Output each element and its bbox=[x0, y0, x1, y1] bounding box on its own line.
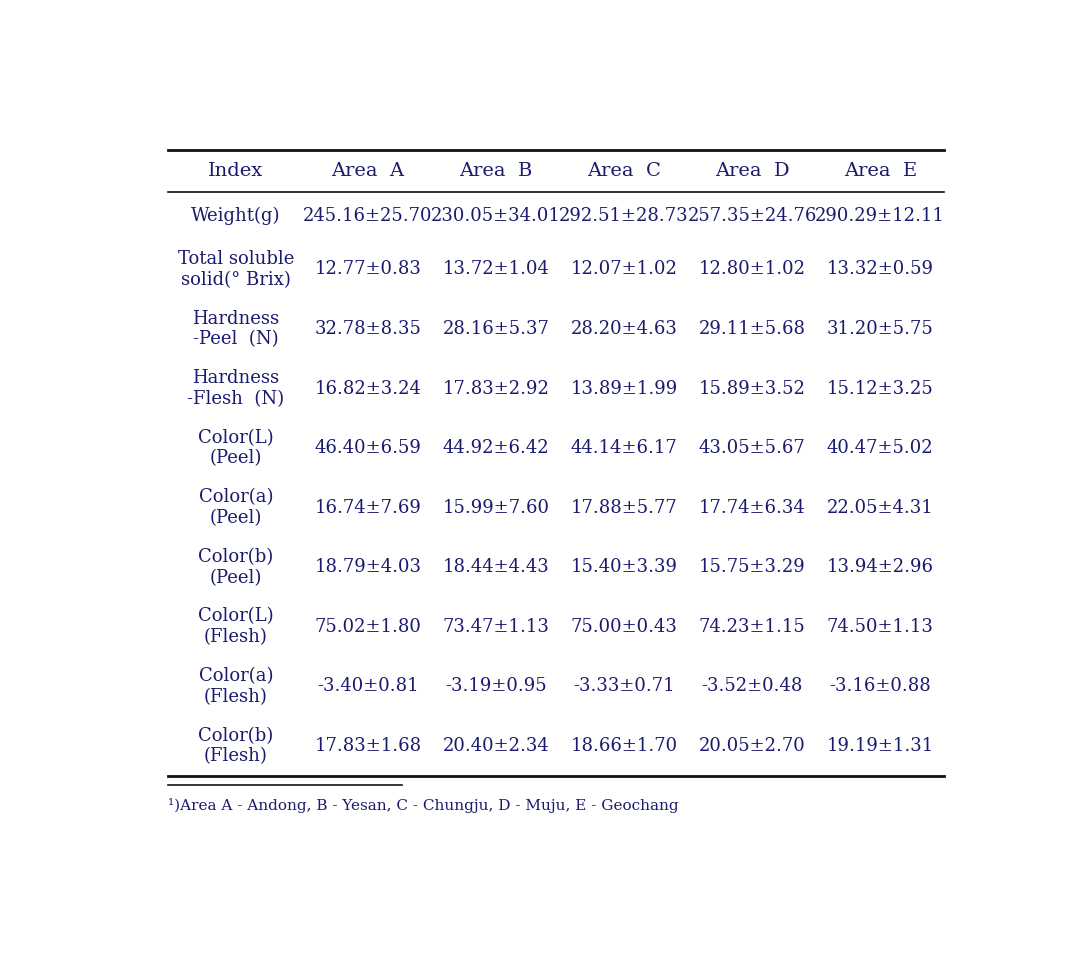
Text: 15.89±3.52: 15.89±3.52 bbox=[699, 379, 806, 398]
Text: 12.80±1.02: 12.80±1.02 bbox=[699, 260, 806, 279]
Text: 18.79±4.03: 18.79±4.03 bbox=[314, 559, 421, 576]
Text: Area  C: Area C bbox=[587, 162, 661, 180]
Text: 29.11±5.68: 29.11±5.68 bbox=[699, 320, 806, 338]
Text: 15.99±7.60: 15.99±7.60 bbox=[443, 499, 549, 517]
Text: Color(b)
(Peel): Color(b) (Peel) bbox=[198, 548, 274, 587]
Text: 13.72±1.04: 13.72±1.04 bbox=[443, 260, 549, 279]
Text: ¹)Area A - Andong, B - Yesan, C - Chungju, D - Muju, E - Geochang: ¹)Area A - Andong, B - Yesan, C - Chungj… bbox=[168, 799, 679, 813]
Text: 74.50±1.13: 74.50±1.13 bbox=[827, 618, 934, 636]
Text: 15.75±3.29: 15.75±3.29 bbox=[699, 559, 806, 576]
Text: 292.51±28.73: 292.51±28.73 bbox=[559, 207, 689, 225]
Text: 28.16±5.37: 28.16±5.37 bbox=[443, 320, 549, 338]
Text: 28.20±4.63: 28.20±4.63 bbox=[571, 320, 677, 338]
Text: 20.05±2.70: 20.05±2.70 bbox=[699, 737, 806, 755]
Text: 75.00±0.43: 75.00±0.43 bbox=[571, 618, 677, 636]
Text: 17.74±6.34: 17.74±6.34 bbox=[699, 499, 806, 517]
Text: 290.29±12.11: 290.29±12.11 bbox=[815, 207, 946, 225]
Text: 19.19±1.31: 19.19±1.31 bbox=[826, 737, 934, 755]
Text: 12.77±0.83: 12.77±0.83 bbox=[314, 260, 421, 279]
Text: 257.35±24.76: 257.35±24.76 bbox=[687, 207, 816, 225]
Text: 13.32±0.59: 13.32±0.59 bbox=[827, 260, 934, 279]
Text: Color(a)
(Peel): Color(a) (Peel) bbox=[198, 488, 274, 528]
Text: 75.02±1.80: 75.02±1.80 bbox=[314, 618, 421, 636]
Text: Hardness
-Peel  (N): Hardness -Peel (N) bbox=[193, 310, 280, 348]
Text: Color(L)
(Flesh): Color(L) (Flesh) bbox=[198, 608, 274, 647]
Text: 17.88±5.77: 17.88±5.77 bbox=[571, 499, 677, 517]
Text: -3.19±0.95: -3.19±0.95 bbox=[445, 678, 547, 695]
Text: 44.92±6.42: 44.92±6.42 bbox=[443, 439, 549, 457]
Text: -3.52±0.48: -3.52±0.48 bbox=[701, 678, 802, 695]
Text: Color(L)
(Peel): Color(L) (Peel) bbox=[198, 429, 274, 468]
Text: Weight(g): Weight(g) bbox=[192, 207, 281, 226]
Text: -3.33±0.71: -3.33±0.71 bbox=[573, 678, 675, 695]
Text: 40.47±5.02: 40.47±5.02 bbox=[827, 439, 934, 457]
Text: 16.82±3.24: 16.82±3.24 bbox=[314, 379, 421, 398]
Text: 32.78±8.35: 32.78±8.35 bbox=[314, 320, 421, 338]
Text: 18.66±1.70: 18.66±1.70 bbox=[571, 737, 677, 755]
Text: Color(b)
(Flesh): Color(b) (Flesh) bbox=[198, 727, 274, 766]
Text: 15.12±3.25: 15.12±3.25 bbox=[827, 379, 934, 398]
Text: 44.14±6.17: 44.14±6.17 bbox=[571, 439, 677, 457]
Text: -3.16±0.88: -3.16±0.88 bbox=[829, 678, 932, 695]
Text: Area  E: Area E bbox=[843, 162, 917, 180]
Text: 17.83±1.68: 17.83±1.68 bbox=[314, 737, 421, 755]
Text: -3.40±0.81: -3.40±0.81 bbox=[317, 678, 419, 695]
Text: 230.05±34.01: 230.05±34.01 bbox=[431, 207, 561, 225]
Text: Hardness
-Flesh  (N): Hardness -Flesh (N) bbox=[187, 369, 284, 408]
Text: 31.20±5.75: 31.20±5.75 bbox=[827, 320, 934, 338]
Text: Color(a)
(Flesh): Color(a) (Flesh) bbox=[198, 667, 274, 706]
Text: Index: Index bbox=[208, 162, 264, 180]
Text: 245.16±25.70: 245.16±25.70 bbox=[303, 207, 433, 225]
Text: 15.40±3.39: 15.40±3.39 bbox=[571, 559, 677, 576]
Text: 43.05±5.67: 43.05±5.67 bbox=[699, 439, 806, 457]
Text: 73.47±1.13: 73.47±1.13 bbox=[443, 618, 549, 636]
Text: Area  B: Area B bbox=[459, 162, 533, 180]
Text: Total soluble
solid(° Brix): Total soluble solid(° Brix) bbox=[178, 250, 294, 288]
Text: 17.83±2.92: 17.83±2.92 bbox=[443, 379, 549, 398]
Text: 74.23±1.15: 74.23±1.15 bbox=[699, 618, 806, 636]
Text: 16.74±7.69: 16.74±7.69 bbox=[314, 499, 421, 517]
Text: 13.94±2.96: 13.94±2.96 bbox=[827, 559, 934, 576]
Text: Area  D: Area D bbox=[715, 162, 789, 180]
Text: 22.05±4.31: 22.05±4.31 bbox=[827, 499, 934, 517]
Text: 46.40±6.59: 46.40±6.59 bbox=[314, 439, 421, 457]
Text: 20.40±2.34: 20.40±2.34 bbox=[443, 737, 549, 755]
Text: 18.44±4.43: 18.44±4.43 bbox=[443, 559, 549, 576]
Text: Area  A: Area A bbox=[332, 162, 405, 180]
Text: 12.07±1.02: 12.07±1.02 bbox=[571, 260, 677, 279]
Text: 13.89±1.99: 13.89±1.99 bbox=[571, 379, 677, 398]
